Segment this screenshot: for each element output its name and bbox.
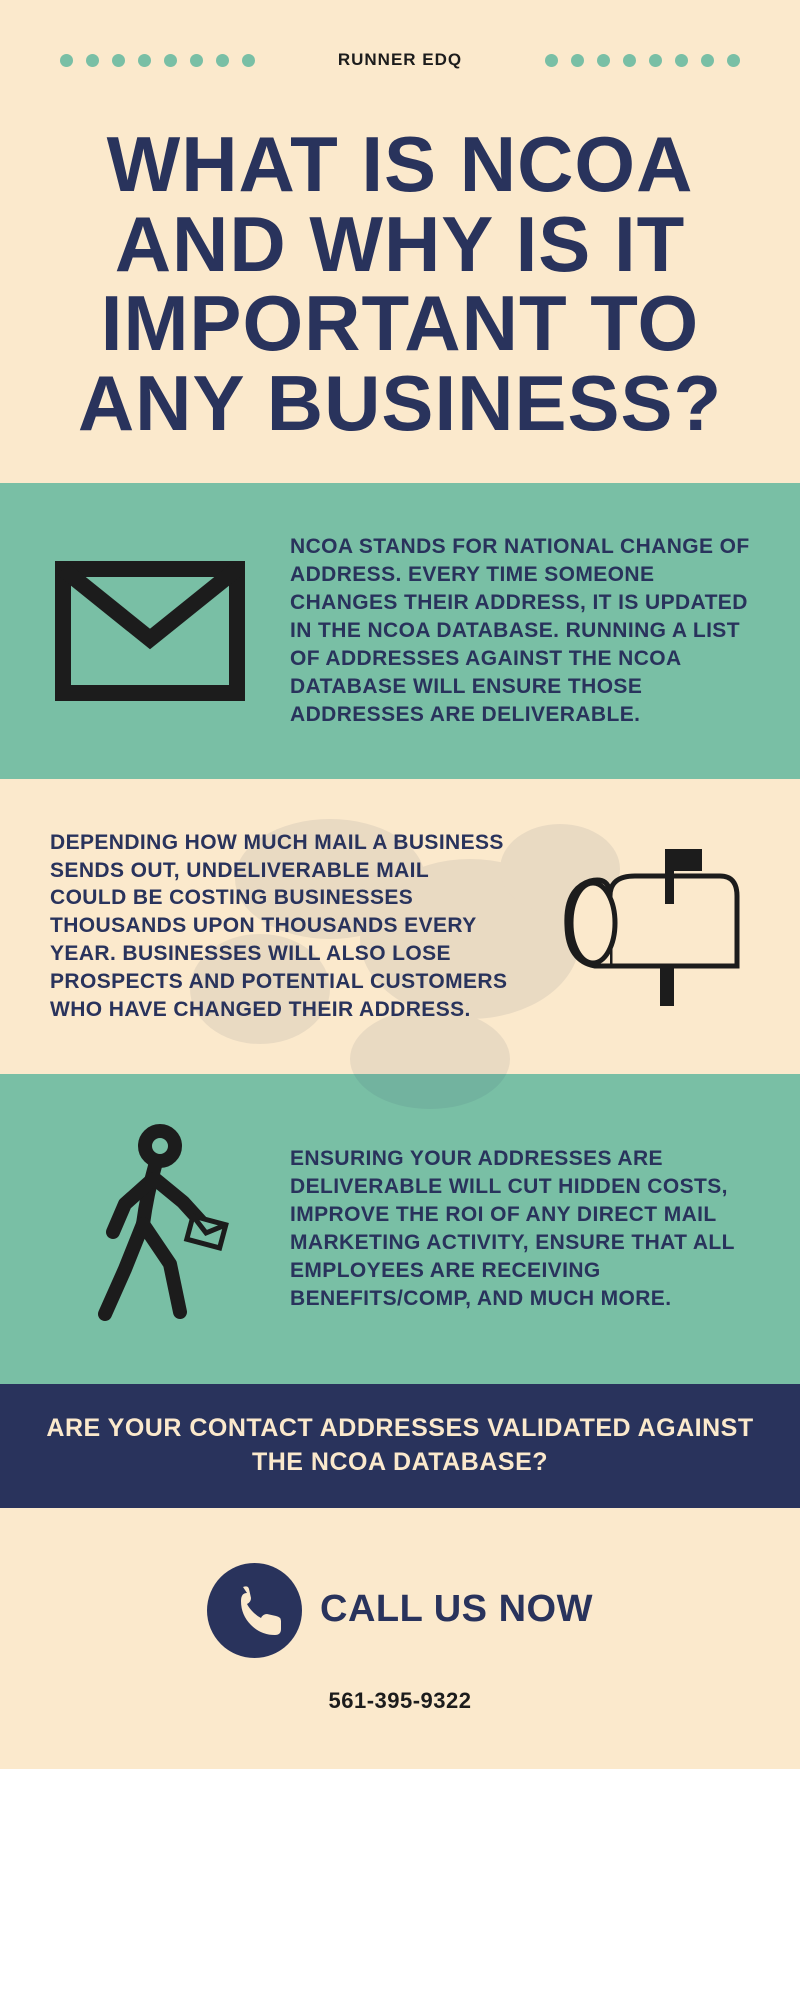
- brand-label: RUNNER EDQ: [338, 50, 462, 70]
- section-1-text: NCOA STANDS FOR NATIONAL CHANGE OF ADDRE…: [290, 533, 750, 728]
- walking-person-icon: [50, 1124, 250, 1334]
- mailbox-icon: [550, 841, 750, 1011]
- section-2: DEPENDING HOW MUCH MAIL A BUSINESS SENDS…: [0, 779, 800, 1074]
- header-dots-row: RUNNER EDQ: [30, 50, 770, 70]
- section-1: NCOA STANDS FOR NATIONAL CHANGE OF ADDRE…: [0, 483, 800, 778]
- phone-number: 561-395-9322: [30, 1688, 770, 1714]
- page-title: WHAT IS NCOA AND WHY IS IT IMPORTANT TO …: [30, 125, 770, 443]
- cta-label: CALL US NOW: [320, 1590, 593, 1630]
- envelope-icon: [50, 561, 250, 701]
- question-banner: ARE YOUR CONTACT ADDRESSES VALIDATED AGA…: [0, 1384, 800, 1508]
- phone-icon: [207, 1563, 302, 1658]
- section-3: ENSURING YOUR ADDRESSES ARE DELIVERABLE …: [0, 1074, 800, 1384]
- section-2-text: DEPENDING HOW MUCH MAIL A BUSINESS SENDS…: [50, 829, 510, 1024]
- dots-left: [60, 54, 255, 67]
- cta-section: CALL US NOW 561-395-9322: [0, 1508, 800, 1769]
- section-3-text: ENSURING YOUR ADDRESSES ARE DELIVERABLE …: [290, 1145, 750, 1313]
- cta-row: CALL US NOW: [207, 1563, 593, 1658]
- dots-right: [545, 54, 740, 67]
- header: RUNNER EDQ WHAT IS NCOA AND WHY IS IT IM…: [0, 0, 800, 483]
